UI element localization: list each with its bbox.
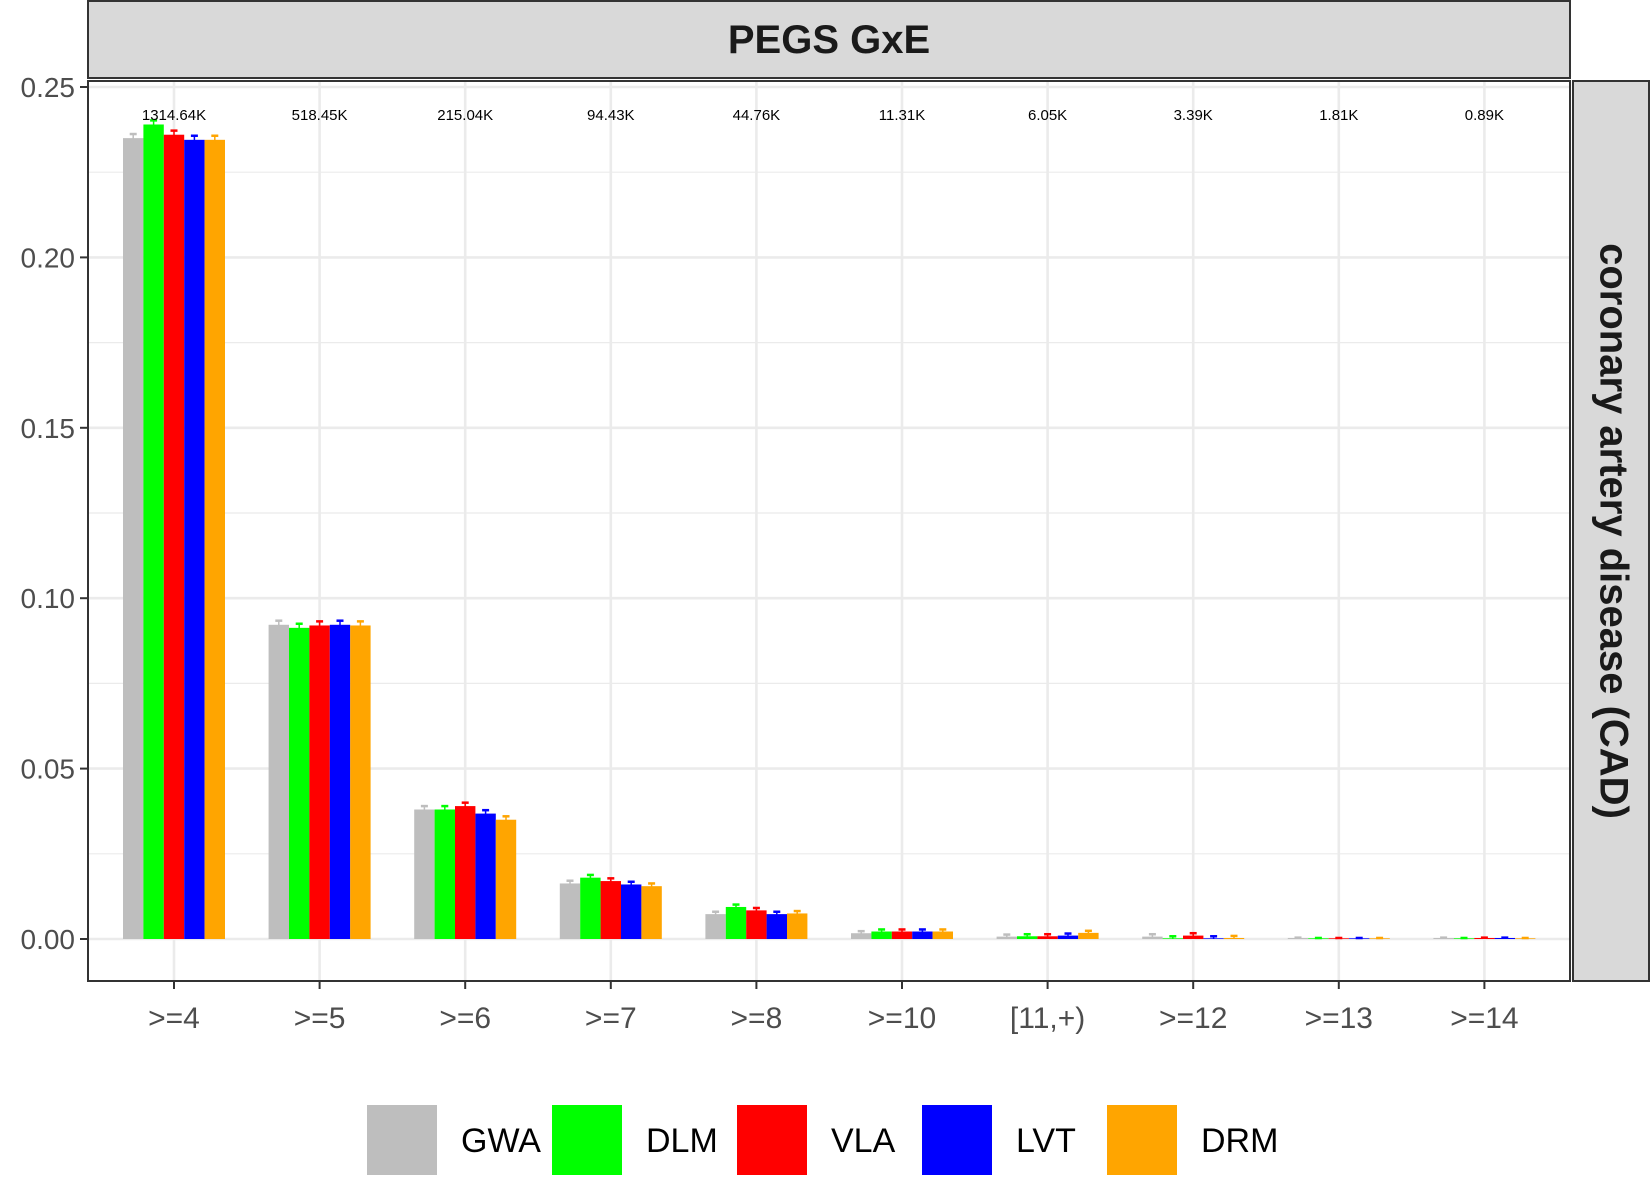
bar xyxy=(912,931,933,939)
title-strip xyxy=(87,0,1571,79)
y-tick-label: 0.15 xyxy=(21,413,76,444)
bar xyxy=(851,933,872,939)
bar xyxy=(495,819,517,939)
legend-label: VLA xyxy=(831,1122,896,1160)
bar xyxy=(871,931,892,939)
count-label: 44.76K xyxy=(733,107,781,124)
bars-layer xyxy=(123,124,1536,940)
bar xyxy=(123,138,144,939)
bar xyxy=(746,910,767,939)
legend-label: LVT xyxy=(1016,1122,1076,1160)
bar xyxy=(559,883,581,939)
count-label: 215.04K xyxy=(437,107,493,124)
legend-key xyxy=(737,1105,807,1175)
count-label: 0.89K xyxy=(1465,107,1504,124)
x-tick-label: >=8 xyxy=(731,1002,783,1035)
bar xyxy=(580,877,601,939)
bar xyxy=(475,813,496,939)
x-tick-label: >=7 xyxy=(585,1002,637,1035)
count-label: 94.43K xyxy=(587,107,635,124)
bar xyxy=(309,625,330,939)
legend: GWA DLM VLA LVT DRM xyxy=(367,1105,1278,1175)
bar xyxy=(434,809,455,939)
y-tick-label: 0.20 xyxy=(21,242,76,273)
y-axis: 0.00 0.05 0.10 0.15 0.20 0.25 xyxy=(21,72,88,955)
count-labels: 1314.64K 518.45K 215.04K 94.43K 44.76K 11.31K… xyxy=(142,107,1504,124)
bar xyxy=(350,625,371,939)
bar xyxy=(725,906,747,939)
legend-label: DRM xyxy=(1201,1122,1278,1160)
legend-label: DLM xyxy=(646,1122,718,1160)
x-tick-label: >=14 xyxy=(1450,1002,1518,1035)
x-tick-label: >=5 xyxy=(294,1002,346,1035)
bar xyxy=(289,627,310,939)
x-tick-label: >=12 xyxy=(1159,1002,1227,1035)
bar xyxy=(268,624,289,939)
error-bars-layer xyxy=(129,119,1529,940)
x-tick-label: >=10 xyxy=(868,1002,936,1035)
chart-title: PEGS GxE xyxy=(728,18,930,62)
count-label: 1314.64K xyxy=(142,107,206,124)
count-label: 11.31K xyxy=(879,107,925,124)
count-label: 518.45K xyxy=(292,107,348,124)
bar xyxy=(204,139,225,940)
bar xyxy=(1078,932,1099,939)
row-strip xyxy=(1572,80,1650,982)
x-axis: >=4 >=5 >=6 >=7 >=8 >=10 [11,+) >=12 >=13 >=14 xyxy=(148,981,1519,1035)
bar xyxy=(455,806,476,939)
y-tick-label: 0.25 xyxy=(21,72,76,103)
bar xyxy=(891,931,913,939)
y-tick-label: 0.05 xyxy=(21,754,76,785)
bar xyxy=(184,139,205,940)
x-tick-label: [11,+) xyxy=(1010,1002,1085,1035)
x-tick-label: >=4 xyxy=(148,1002,200,1035)
count-label: 3.39K xyxy=(1174,107,1213,124)
legend-key xyxy=(922,1105,992,1175)
bar xyxy=(766,914,787,939)
count-label: 6.05K xyxy=(1028,107,1067,124)
panel-border xyxy=(87,80,1571,982)
y-tick-label: 0.10 xyxy=(21,583,76,614)
legend-label: GWA xyxy=(461,1122,541,1160)
bar xyxy=(329,624,351,939)
x-tick-label: >=6 xyxy=(439,1002,491,1035)
bar xyxy=(414,809,435,939)
y-tick-label: 0.00 xyxy=(21,924,76,955)
bar xyxy=(143,124,164,940)
row-strip-label: coronary artery disease (CAD) xyxy=(1591,243,1635,819)
bar xyxy=(641,886,662,939)
legend-key xyxy=(1107,1105,1177,1175)
count-label: 1.81K xyxy=(1319,107,1358,124)
legend-key xyxy=(552,1105,622,1175)
bar xyxy=(932,931,953,939)
legend-key xyxy=(367,1105,437,1175)
bar xyxy=(621,884,642,939)
bar xyxy=(163,134,185,939)
bar xyxy=(705,914,726,939)
x-tick-label: >=13 xyxy=(1305,1002,1373,1035)
bar xyxy=(600,881,621,939)
bar xyxy=(787,913,808,939)
